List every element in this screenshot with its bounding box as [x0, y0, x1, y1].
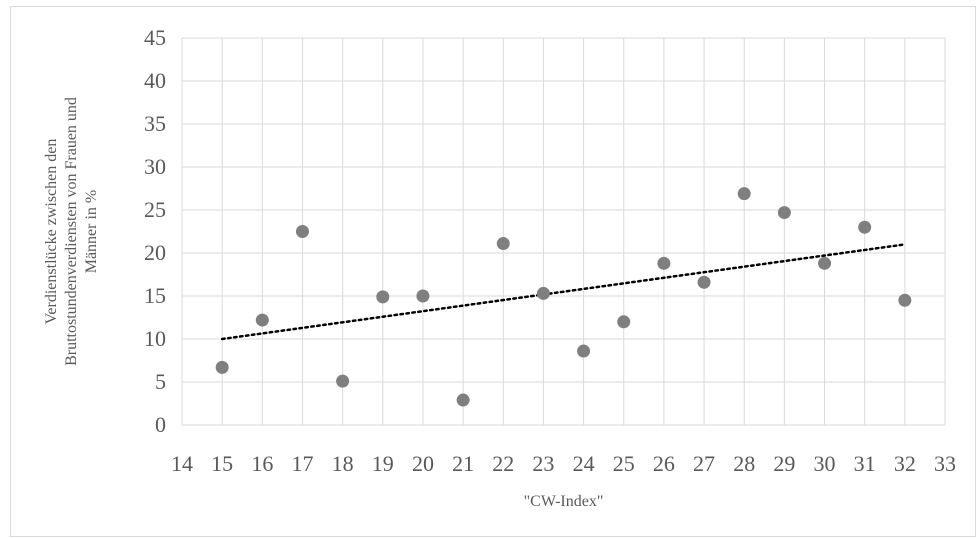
x-tick-label: 29	[773, 451, 795, 476]
x-tick-label: 30	[814, 451, 836, 476]
x-tick-label: 15	[211, 451, 233, 476]
x-tick-label: 31	[854, 451, 876, 476]
data-point	[536, 286, 550, 300]
y-axis-title: Verdienstlücke zwischen den Bruttostunden…	[43, 97, 100, 366]
x-tick-label: 14	[171, 451, 193, 476]
data-point	[818, 256, 832, 270]
x-tick-label: 16	[251, 451, 273, 476]
y-tick-label: 40	[144, 68, 166, 93]
data-point	[777, 206, 791, 220]
x-tick-label: 19	[372, 451, 394, 476]
data-point	[898, 293, 912, 307]
x-tick-label: 28	[733, 451, 755, 476]
y-tick-label: 35	[144, 111, 166, 136]
y-tick-label: 5	[155, 369, 166, 394]
trendline	[220, 243, 907, 341]
y-tick-label: 30	[144, 154, 166, 179]
y-axis-title-line: Bruttostundenverdiensten von Frauen und	[63, 97, 80, 366]
y-axis-ticks: 0 5 10 15 20 25 30 35 40 45	[144, 25, 166, 437]
y-axis-title-line: Verdienstlücke zwischen den	[43, 139, 60, 325]
x-axis-ticks: 14 15 16 17 18 19 20 21 22 23 24 25 26 27 28 29 30 31 32 33	[171, 451, 956, 476]
x-axis-title: "CW-Index"	[524, 493, 604, 510]
x-tick-label: 17	[291, 451, 313, 476]
data-point	[215, 360, 229, 374]
y-tick-label: 15	[144, 283, 166, 308]
data-point	[496, 237, 510, 251]
x-tick-label: 32	[894, 451, 916, 476]
gridlines	[181, 37, 946, 426]
y-tick-label: 10	[144, 326, 166, 351]
y-tick-label: 0	[155, 412, 166, 437]
data-point	[657, 256, 671, 270]
data-point	[456, 393, 470, 407]
x-tick-label: 26	[653, 451, 675, 476]
y-tick-label: 25	[144, 197, 166, 222]
data-point	[858, 220, 872, 234]
x-tick-label: 23	[532, 451, 554, 476]
data-point	[336, 374, 350, 388]
data-point	[577, 344, 591, 358]
data-point	[416, 289, 430, 303]
data-point	[737, 187, 751, 201]
data-point	[617, 315, 631, 329]
x-tick-label: 27	[693, 451, 715, 476]
y-tick-label: 20	[144, 240, 166, 265]
x-tick-label: 25	[613, 451, 635, 476]
x-tick-label: 24	[573, 451, 595, 476]
data-point	[697, 275, 711, 289]
x-tick-label: 21	[452, 451, 474, 476]
x-tick-label: 22	[492, 451, 514, 476]
data-point	[255, 313, 269, 327]
chart-frame	[10, 6, 976, 537]
y-tick-label: 45	[144, 25, 166, 50]
x-tick-label: 20	[412, 451, 434, 476]
x-tick-label: 18	[332, 451, 354, 476]
data-points	[215, 187, 912, 407]
y-axis-title-line: Männer in %	[83, 190, 100, 274]
data-point	[295, 225, 309, 238]
data-point	[376, 290, 390, 304]
x-tick-label: 33	[934, 451, 956, 476]
